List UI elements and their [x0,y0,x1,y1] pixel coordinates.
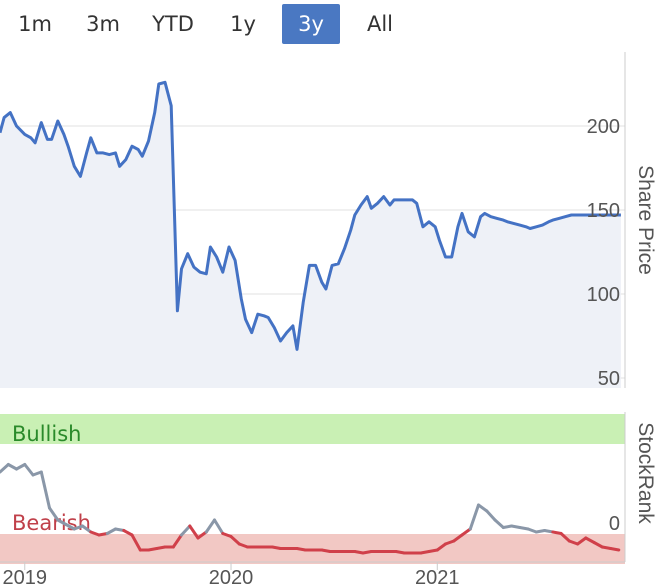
stockrank-segment [180,524,192,537]
price-area-fill [0,82,621,389]
bullish-zone [0,414,625,444]
stockrank-axis-ticks: 0 [609,513,620,535]
stockrank-segment [576,536,588,546]
price-tick-label-200: 200 [587,116,620,138]
x-tick-label-2019: 2019 [3,567,48,585]
share-price-panel: 50 100 150 200 Share Price [0,52,657,390]
stockrank-segment [56,518,68,526]
stockrank-segment [6,463,18,471]
stockrank-segment [15,463,27,471]
stockrank-segment [229,535,241,546]
stockrank-segment [477,503,489,513]
stockrank-segment [0,463,10,474]
price-tick-label-50: 50 [598,368,620,390]
stockrank-lines [0,463,621,555]
price-tick-label-100: 100 [587,284,620,306]
range-selector: 1m 3m YTD 1y 3y All [0,0,666,50]
stockrank-segment [592,541,604,549]
stockrank-segment [130,533,142,552]
x-tick-label-2021: 2021 [415,567,460,585]
stockrank-segment [196,530,208,540]
stockrank-segment [584,536,596,544]
range-button-3y[interactable]: 3y [282,4,340,44]
share-price-axis-title: Share Price [634,165,657,275]
range-button-ytd[interactable]: YTD [152,12,194,36]
bullish-label: Bullish [12,422,81,446]
stockrank-segment [122,529,134,537]
stockrank-segment [204,518,216,534]
range-button-1y[interactable]: 1y [230,12,256,36]
range-button-3m[interactable]: 3m [86,12,120,36]
price-line [0,80,621,351]
stockrank-segment [81,524,93,534]
price-tick-label-150: 150 [587,200,620,222]
stockrank-segment [213,518,225,535]
stockrank-axis-title: StockRank [634,422,657,524]
stockrank-segment [48,506,60,522]
stockrank-tick-label-0: 0 [609,513,620,535]
price-axis-ticks: 50 100 150 200 [587,116,620,390]
x-axis: 2019 2020 2021 [0,561,625,585]
range-button-1m[interactable]: 1m [18,12,52,36]
stockrank-segment [39,470,51,510]
stockrank-segment [188,524,200,540]
bearish-label: Bearish [12,511,91,535]
stockrank-segment [23,463,35,477]
range-button-all[interactable]: All [366,12,394,36]
stockrank-segment [105,527,117,535]
stockrank-segment [64,523,76,531]
stockrank-segment [452,533,464,543]
stockrank-segment [435,542,447,552]
stockrank-segment [171,533,183,549]
stockrank-segment [460,527,472,537]
stockrank-segment [609,547,621,552]
stockrank-panel: Bullish Bearish 0 StockRank [0,412,657,564]
stockrank-segment [485,509,497,522]
x-tick-label-2020: 2020 [209,567,254,585]
stockrank-segment [493,518,505,529]
stockrank-segment [559,532,571,543]
stockrank-segment [468,503,480,531]
